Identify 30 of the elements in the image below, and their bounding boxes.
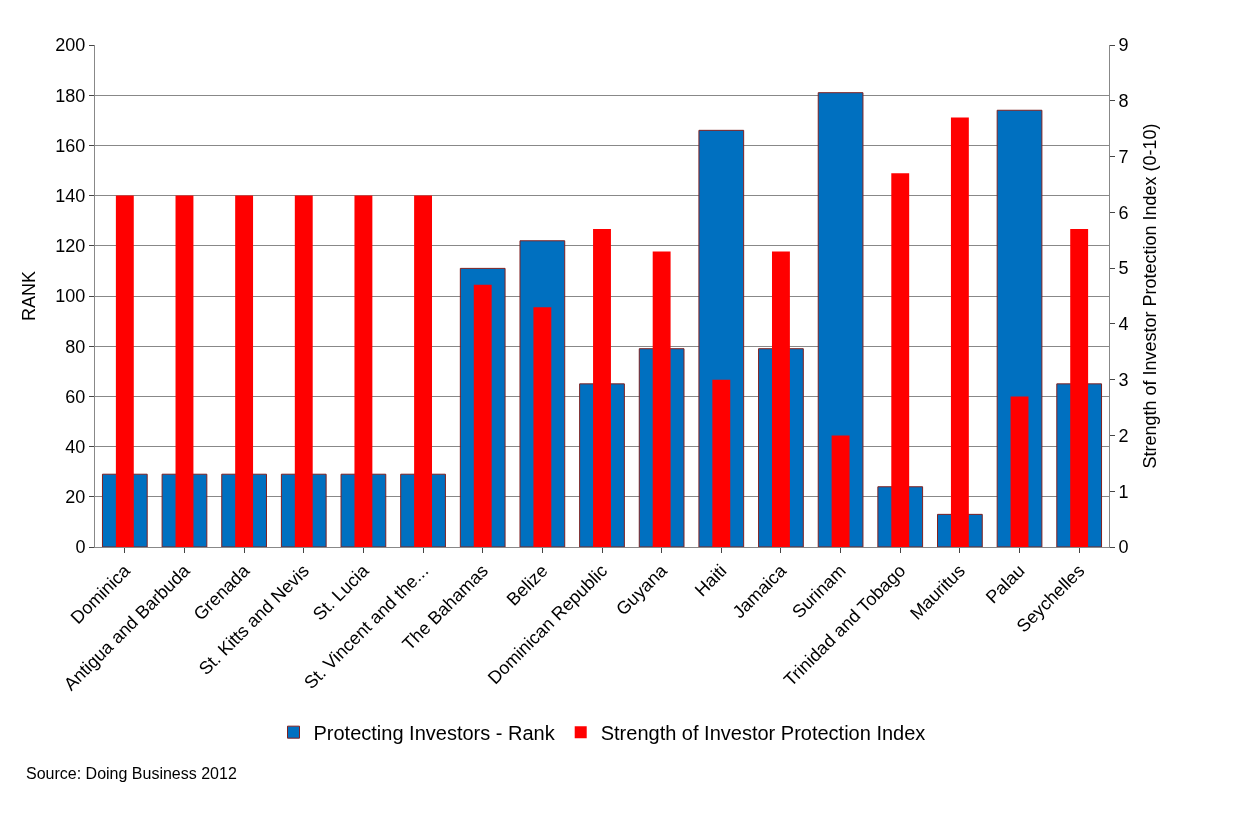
y2-tick-label: 7 [1118, 146, 1129, 167]
y2-axis-title: Strength of Investor Protection Index (0-10) [1139, 123, 1160, 469]
y2-tick-label: 5 [1118, 258, 1129, 279]
source-note: Source: Doing Business 2012 [26, 765, 237, 782]
y-axis-title: RANK [18, 270, 39, 322]
bar [1010, 396, 1029, 547]
bar [712, 379, 731, 547]
y-tick-label: 120 [55, 236, 86, 257]
y2-tick-label: 9 [1118, 35, 1129, 56]
y-tick-label: 180 [55, 85, 86, 106]
y2-tick-label: 2 [1118, 425, 1129, 446]
y-tick-label: 200 [55, 35, 86, 56]
y2-tick-label: 4 [1118, 314, 1129, 335]
y-tick-label: 160 [55, 135, 86, 156]
bar [817, 92, 864, 547]
y-tick-label: 60 [65, 386, 86, 407]
y-tick-label: 40 [65, 436, 86, 457]
y2-tick-label: 6 [1118, 202, 1129, 223]
y2-tick-label: 1 [1118, 481, 1129, 502]
y2-tick-label: 0 [1118, 537, 1129, 558]
y2-tick-label: 8 [1118, 91, 1129, 112]
y-tick-label: 140 [55, 185, 86, 206]
y-tick-label: 80 [65, 336, 86, 357]
y2-tick-label: 3 [1118, 369, 1129, 390]
legend-label: Strength of Investor Protection Index [600, 721, 926, 744]
y-tick-label: 0 [75, 537, 86, 558]
y-tick-label: 100 [55, 286, 86, 307]
y-tick-label: 20 [65, 487, 86, 508]
bar [831, 435, 850, 547]
legend-label: Protecting Investors - Rank [313, 721, 556, 744]
